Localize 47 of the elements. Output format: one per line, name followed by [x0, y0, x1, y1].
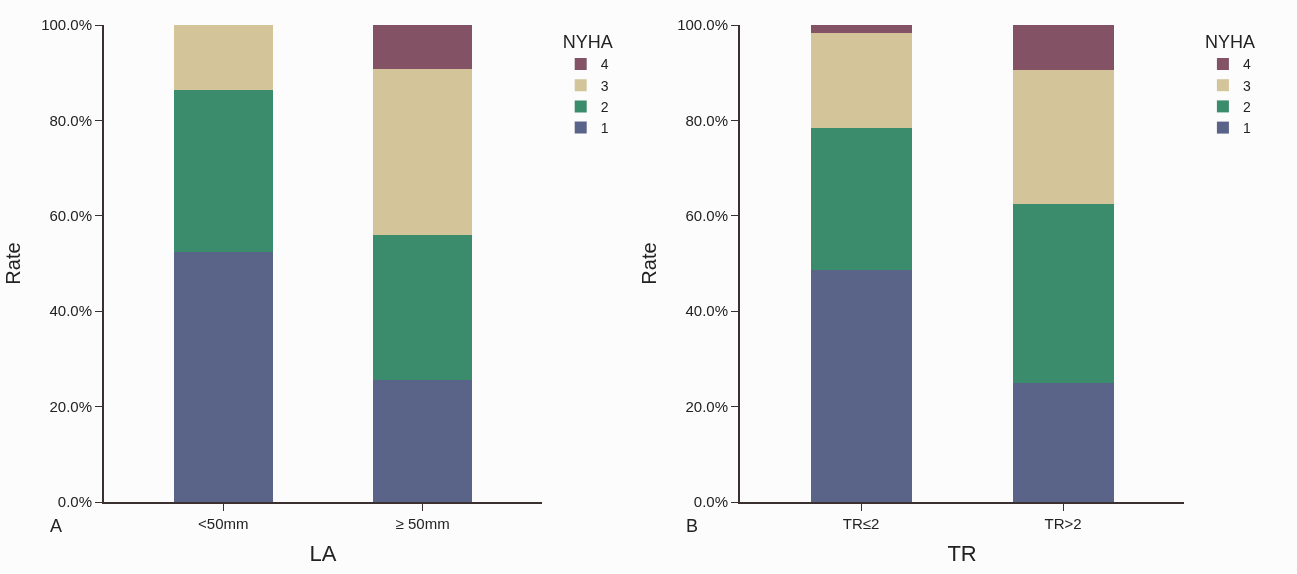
bar	[810, 25, 912, 33]
x-tick-label: ≥ 50mm	[395, 514, 450, 532]
legend-title: NYHA	[1204, 32, 1255, 53]
legend-label: 4	[1242, 56, 1251, 73]
bar	[810, 32, 912, 129]
y-tick-label: 20.0%	[685, 397, 729, 415]
legend-label: 4	[600, 56, 609, 73]
text: A	[50, 516, 63, 536]
x-tick-label: TR>2	[1044, 514, 1082, 532]
x-tick-label: TR≤2	[842, 514, 880, 532]
bar	[173, 252, 274, 502]
bar	[372, 69, 473, 236]
y-tick-label: 40.0%	[685, 302, 729, 320]
bar	[1012, 69, 1114, 204]
bar	[1012, 203, 1114, 383]
legend-label: 3	[1242, 77, 1251, 94]
y-tick-label: 40.0%	[49, 302, 92, 320]
bar	[810, 128, 912, 271]
y-axis-title: Rate	[2, 242, 25, 285]
legend-label: 1	[1242, 120, 1251, 137]
text: B	[686, 516, 699, 536]
y-tick-label: 60.0%	[685, 207, 729, 225]
y-tick-label: 60.0%	[49, 207, 92, 225]
y-tick-label: 100.0%	[677, 16, 729, 34]
bar	[173, 25, 274, 90]
legend-title: NYHA	[562, 32, 613, 53]
legend-label: 2	[1242, 98, 1251, 115]
legend-label: 2	[600, 98, 609, 115]
bar	[173, 89, 274, 253]
bar	[372, 235, 473, 381]
x-axis-title: LA	[309, 541, 337, 567]
legend-label: 1	[600, 120, 609, 137]
bar	[372, 25, 473, 70]
y-axis-title: Rate	[638, 242, 661, 285]
y-tick-label: 100.0%	[41, 16, 92, 34]
legend-label: 3	[600, 77, 609, 94]
y-tick-label: 0.0%	[693, 493, 729, 511]
bar	[1012, 25, 1114, 70]
x-tick-label: <50mm	[198, 514, 249, 532]
x-axis-title: TR	[947, 541, 977, 567]
bar	[372, 380, 473, 502]
bar	[810, 270, 912, 502]
y-tick-label: 20.0%	[49, 397, 92, 415]
y-tick-label: 80.0%	[685, 111, 729, 129]
bar	[1012, 382, 1114, 502]
y-tick-label: 0.0%	[57, 493, 92, 511]
y-tick-label: 80.0%	[49, 111, 92, 129]
